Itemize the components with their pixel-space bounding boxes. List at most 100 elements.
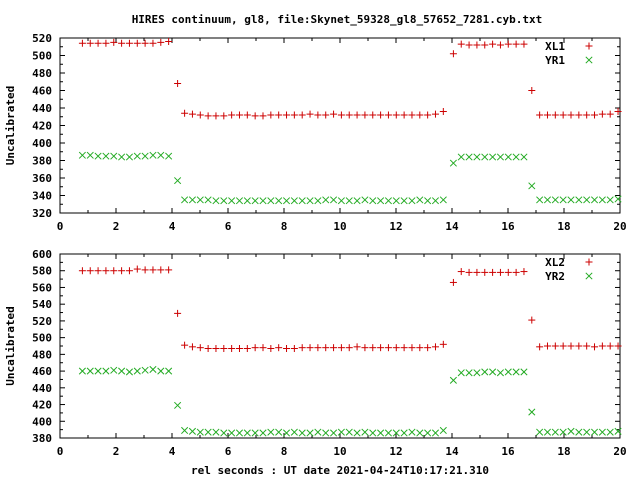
data-point [473, 153, 481, 161]
x-tick-label: 4 [169, 445, 176, 458]
y-tick-label: 340 [32, 190, 52, 203]
data-point [204, 196, 212, 204]
data-point [473, 268, 481, 276]
data-point [110, 267, 118, 275]
data-point [212, 428, 220, 436]
data-point [149, 266, 157, 274]
data-point [78, 367, 86, 375]
data-point [314, 111, 322, 119]
data-point [481, 153, 489, 161]
data-point [384, 429, 392, 437]
data-point [416, 196, 424, 204]
data-point [243, 345, 251, 353]
data-point [275, 111, 283, 119]
bottom-panel: 0 2 4 6 8 10 12 14 16 18 20 380 400 420 440 460 480 500 52… [4, 248, 627, 458]
data-point [235, 197, 244, 205]
x-axis-label: rel seconds : UT date 2021-04-24T10:17:2… [191, 464, 489, 477]
data-point [400, 111, 408, 119]
data-point [165, 38, 173, 45]
x-tick-label: 12 [389, 220, 402, 233]
data-point [512, 40, 520, 48]
x-tick-label: 8 [281, 445, 288, 458]
data-point [583, 342, 591, 350]
data-point [369, 344, 377, 352]
y-tick-label: 420 [32, 399, 52, 412]
data-point [228, 345, 236, 353]
data-point [551, 428, 559, 436]
data-point [196, 196, 204, 204]
data-point [228, 111, 236, 119]
x-tick-label: 16 [501, 220, 515, 233]
legend-label: YR2 [545, 270, 565, 283]
data-point [377, 197, 385, 205]
x-tick-label: 16 [501, 445, 515, 458]
data-point [504, 40, 512, 48]
data-point [424, 111, 432, 119]
data-point [102, 267, 110, 275]
y-tick-label: 520 [32, 315, 52, 328]
data-point [465, 41, 473, 49]
legend-marker [585, 258, 593, 266]
data-point [290, 111, 298, 119]
data-point [489, 153, 497, 161]
data-point [353, 343, 361, 351]
data-point [330, 344, 338, 352]
data-point [298, 197, 306, 205]
data-point [243, 429, 251, 437]
data-point [465, 268, 473, 276]
x-tick-label: 6 [225, 220, 232, 233]
data-point [314, 428, 322, 436]
data-point [424, 429, 432, 437]
data-point [590, 428, 599, 436]
data-point [330, 429, 338, 437]
data-point [110, 38, 118, 46]
x-tick-label: 0 [57, 220, 64, 233]
data-point [212, 112, 220, 120]
data-point [322, 344, 330, 352]
data-point [424, 344, 432, 352]
legend-marker [585, 42, 593, 50]
data-point [188, 196, 196, 204]
data-point [543, 196, 552, 204]
data-point [559, 342, 567, 350]
data-point [392, 429, 400, 437]
x-tick-label: 10 [333, 220, 346, 233]
data-point [543, 428, 552, 436]
data-point [141, 366, 149, 374]
y-tick-label: 440 [32, 102, 52, 115]
data-point [353, 197, 361, 205]
data-point [141, 39, 149, 47]
data-point [149, 151, 157, 159]
data-point [416, 111, 424, 119]
data-point [290, 197, 298, 205]
y-tick-label: 580 [32, 265, 52, 278]
data-point [439, 340, 447, 348]
data-point [551, 111, 559, 119]
data-point [449, 278, 457, 286]
y-tick-label: 480 [32, 348, 52, 361]
x-tick-label: 8 [281, 220, 288, 233]
data-point [528, 408, 536, 416]
data-point [567, 427, 575, 435]
data-point [212, 345, 220, 353]
y-tick-label: 460 [32, 85, 52, 98]
data-point [330, 196, 338, 204]
data-point [369, 111, 377, 119]
data-point [251, 429, 259, 437]
data-point [86, 267, 94, 275]
top-panel: 0 2 4 6 8 10 12 14 16 18 20 320 340 360 380 400 420 440 46… [4, 32, 627, 233]
data-point [322, 429, 330, 437]
data-point [283, 345, 291, 353]
data-point [86, 367, 94, 375]
data-point [614, 108, 622, 115]
data-point [251, 112, 259, 120]
data-point [449, 376, 457, 384]
data-point [614, 427, 622, 435]
data-point [489, 40, 497, 48]
data-point [298, 111, 306, 119]
data-point [384, 197, 392, 205]
data-point [267, 345, 275, 353]
data-point [174, 80, 182, 87]
data-point [220, 112, 228, 120]
x-tick-label: 18 [557, 220, 570, 233]
